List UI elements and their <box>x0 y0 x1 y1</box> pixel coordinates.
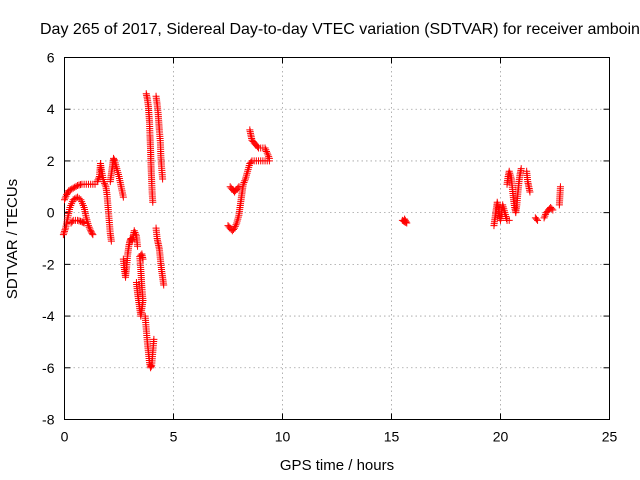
y-axis-label: SDTVAR / TECUs <box>4 179 21 299</box>
data-point <box>62 192 70 200</box>
x-tick-label: 20 <box>493 429 509 445</box>
data-point <box>119 193 127 201</box>
data-point <box>85 223 93 231</box>
data-point <box>79 218 87 226</box>
data-point <box>542 210 550 218</box>
data-point <box>253 143 261 151</box>
y-tick-label: 0 <box>47 205 55 221</box>
data-point <box>61 227 68 235</box>
data-point <box>134 242 142 250</box>
data-point <box>160 281 168 289</box>
data-point <box>59 231 67 239</box>
chart-title: Day 265 of 2017, Sidereal Day-to-day VTE… <box>40 21 640 38</box>
data-point <box>100 178 108 186</box>
y-tick-label: -6 <box>42 360 55 376</box>
data-point <box>149 198 157 206</box>
data-point <box>61 196 68 204</box>
data-point <box>68 185 76 193</box>
data-point <box>89 231 97 239</box>
data-point <box>72 182 80 190</box>
data-point <box>100 179 108 187</box>
data-point <box>229 225 237 233</box>
data-point <box>132 230 140 238</box>
data-point <box>241 177 249 185</box>
data-point <box>549 206 557 214</box>
grid-lines <box>64 57 610 420</box>
data-point <box>239 180 247 188</box>
data-point <box>69 196 77 204</box>
data-point <box>68 218 76 226</box>
data-point <box>265 153 273 161</box>
data-point <box>61 194 69 202</box>
data-point <box>401 215 409 223</box>
data-point <box>69 184 77 192</box>
y-tick-label: 4 <box>47 101 55 117</box>
data-point <box>232 221 240 229</box>
data-point <box>60 229 68 237</box>
plot-frame <box>64 57 610 420</box>
data-points <box>59 90 564 372</box>
data-point <box>150 335 158 343</box>
data-point <box>147 362 155 370</box>
data-point <box>261 144 269 152</box>
tick-labels: 0 5 10 15 20 25 -8 -6 -4 -2 0 2 4 6 <box>42 50 617 445</box>
data-point <box>61 226 69 234</box>
data-point <box>264 151 272 159</box>
data-point <box>159 175 167 183</box>
data-point <box>66 186 74 194</box>
data-point <box>131 228 139 236</box>
data-point <box>532 215 540 223</box>
data-point <box>234 184 242 192</box>
data-point <box>86 225 94 233</box>
data-point <box>101 181 109 189</box>
data-point <box>65 187 73 195</box>
data-point <box>534 216 542 224</box>
data-point <box>71 183 79 191</box>
data-point <box>556 183 564 191</box>
data-point <box>80 219 88 227</box>
data-point <box>263 149 271 157</box>
data-point <box>262 146 270 154</box>
x-tick-label: 0 <box>61 429 69 445</box>
data-point <box>107 237 115 245</box>
y-tick-label: 2 <box>47 153 55 169</box>
data-point <box>93 178 101 186</box>
x-tick-label: 10 <box>275 429 291 445</box>
data-point <box>95 174 103 182</box>
data-point <box>139 255 147 263</box>
data-point <box>517 165 525 173</box>
y-tick-label: -4 <box>42 308 55 324</box>
data-point <box>240 178 248 186</box>
x-tick-label: 5 <box>170 429 178 445</box>
x-tick-label: 25 <box>602 429 618 445</box>
data-point <box>401 216 409 224</box>
data-point <box>235 183 243 191</box>
data-point <box>526 188 534 196</box>
data-point <box>541 212 549 220</box>
data-point <box>540 214 548 222</box>
data-point <box>231 224 239 232</box>
y-tick-label: -2 <box>42 256 55 272</box>
data-point <box>265 154 273 162</box>
x-tick-label: 15 <box>384 429 400 445</box>
data-point <box>505 216 513 224</box>
data-point <box>110 156 118 164</box>
y-tick-label: -8 <box>42 412 55 428</box>
data-point <box>130 227 138 235</box>
x-axis-label: GPS time / hours <box>280 457 394 474</box>
data-point <box>84 222 92 230</box>
y-tick-label: 6 <box>47 50 55 66</box>
data-point <box>263 147 271 155</box>
data-point <box>231 222 239 230</box>
data-point <box>88 229 96 237</box>
data-point <box>247 158 255 166</box>
data-point <box>548 205 556 213</box>
